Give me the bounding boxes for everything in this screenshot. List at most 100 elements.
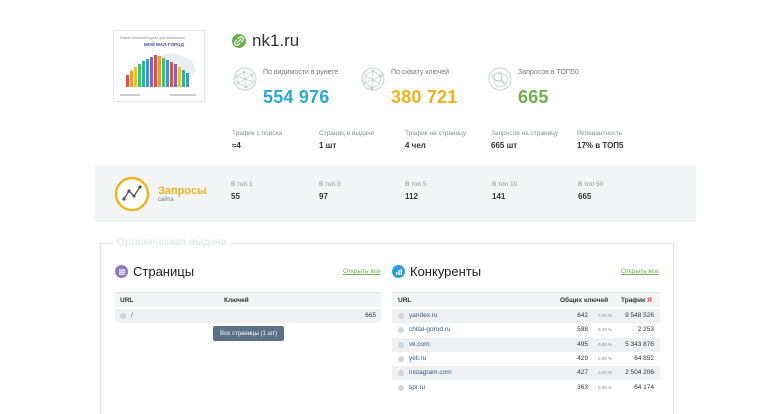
stat-value-traffic-per-page: 4 чел (405, 141, 426, 150)
competitor-keys: 598 (577, 326, 588, 334)
network-globe-icon (361, 67, 385, 91)
table-row[interactable]: vk.com 495 0.00 % 5 343 876 (392, 337, 660, 352)
stat-label-traffic-per-page: Трафик на страницу (405, 130, 467, 137)
table-row[interactable]: instagram.com 427 0.00 % 2 504 206 (392, 366, 660, 381)
competitor-traffic: 9 548 526 (625, 312, 654, 319)
organic-results-frame (100, 243, 674, 414)
queries-title: Запросы (158, 185, 207, 197)
site-name[interactable]: nk1.ru (252, 31, 300, 50)
competitor-url[interactable]: yell.ru (409, 354, 427, 362)
competitors-col-traffic[interactable]: Трафик Я (621, 297, 652, 304)
pages-show-all-link[interactable]: Открыть все (343, 268, 381, 275)
stat-label-pages-in-serp: Страниц в выдаче (319, 130, 375, 137)
competitors-header: Конкуренты (392, 264, 481, 279)
thumbnail-headline: Новый типичный портал для мобильного (120, 36, 185, 40)
pages-col-url[interactable]: URL (120, 297, 134, 304)
top3-label: В топ 3 (319, 181, 341, 188)
page-url[interactable]: / (131, 312, 133, 319)
competitors-show-all-link[interactable]: Открыть все (621, 268, 659, 275)
top50-label: В топ 50 (578, 181, 604, 188)
competitors-icon (392, 265, 405, 278)
link-icon (398, 313, 404, 319)
thumbnail-brand: МОЙ МАЛ-ГОРОД (144, 40, 185, 47)
competitors-col-traffic-label: Трафик (621, 297, 646, 304)
competitor-keys: 363 (577, 383, 588, 391)
all-pages-button[interactable]: Все страницы (1 шт) (213, 326, 284, 341)
competitor-keys-percent: 0.00 % (598, 341, 613, 347)
competitor-url[interactable]: chital-gorod.ru (409, 326, 451, 334)
competitor-url[interactable]: yandex.ru (409, 312, 438, 319)
site-thumbnail[interactable]: Новый типичный портал для мобильного МОЙ… (113, 30, 205, 102)
top10-value[interactable]: 141 (492, 192, 506, 201)
link-icon (398, 384, 404, 391)
table-row[interactable]: yell.ru 429 0.00 % 64 852 (392, 352, 660, 366)
pages-title: Страницы (133, 264, 195, 279)
top5-value[interactable]: 112 (405, 192, 418, 201)
yandex-icon: Я (647, 297, 652, 304)
metric-value: 554 976 (263, 87, 330, 107)
top50-value[interactable]: 665 (578, 192, 592, 201)
competitors-col-keys[interactable]: Общих ключей (560, 297, 609, 304)
queries-subtitle: сайта (158, 197, 174, 203)
competitor-traffic: 5 343 876 (625, 340, 654, 348)
top1-label: В топ 1 (231, 181, 253, 188)
pages-table-header: URL Ключей (115, 292, 381, 307)
search-globe-icon (488, 67, 512, 91)
competitor-keys-percent: 0.44 % (598, 327, 613, 333)
top5-label: В топ 5 (405, 181, 427, 188)
network-globe-icon (233, 67, 257, 91)
site-thumbnail-image: Новый типичный портал для мобильного МОЙ… (114, 31, 204, 101)
metric-label: По охвату ключей (391, 69, 450, 76)
competitor-keys: 495 (577, 340, 588, 348)
stat-label-relevance: Релевантность (577, 130, 623, 137)
competitor-keys-percent: 0.00 % (598, 384, 613, 390)
pages-col-keys[interactable]: Ключей (224, 297, 249, 304)
stat-value-relevance: 17% в ТОП5 (577, 141, 624, 150)
metric-value: 380 721 (391, 87, 458, 107)
table-row[interactable]: yandex.ru 642 0.00 % 9 548 526 (392, 309, 660, 323)
competitors-col-url[interactable]: URL (398, 297, 412, 304)
competitor-keys-percent: 0.00 % (598, 355, 613, 361)
table-row[interactable]: / 665 (115, 309, 381, 323)
link-icon (398, 355, 404, 362)
link-icon (120, 313, 126, 319)
metric-label: По видимости в рунете (263, 69, 339, 76)
competitors-title: Конкуренты (410, 264, 482, 279)
competitor-traffic: 2 504 206 (625, 369, 654, 377)
top10-label: В топ 10 (492, 181, 518, 188)
link-icon (398, 327, 404, 334)
stat-label-queries-per-page: Запросов на страницу (491, 130, 559, 137)
competitor-url[interactable]: spr.ru (409, 383, 426, 391)
top3-value[interactable]: 97 (319, 192, 328, 201)
metric-label: Запросов в ТОП50 (518, 69, 579, 76)
link-icon (232, 34, 246, 48)
page-keys: 665 (365, 312, 376, 319)
stat-value-pages-in-serp: 1 шт (319, 141, 337, 150)
pages-header: Страницы (115, 264, 194, 279)
queries-chart-icon (114, 176, 150, 212)
competitor-url[interactable]: vk.com (409, 340, 430, 348)
competitor-keys: 429 (577, 354, 588, 362)
metric-value: 665 (518, 87, 549, 107)
site-title-row: nk1.ru (232, 31, 299, 51)
competitor-keys-percent: 0.00 % (598, 370, 613, 376)
table-row[interactable]: chital-gorod.ru 598 0.44 % 2 253 (392, 323, 660, 337)
table-row[interactable]: spr.ru 363 0.00 % 64 174 (392, 381, 660, 395)
competitor-keys: 642 (577, 312, 588, 319)
organic-results-title: Органическая выдача (113, 237, 231, 248)
competitor-traffic: 64 852 (634, 354, 654, 362)
link-icon (398, 370, 404, 377)
competitor-traffic: 64 174 (634, 383, 654, 391)
link-icon (398, 341, 404, 348)
top1-value[interactable]: 55 (231, 192, 240, 201)
stat-label-search-traffic: Трафик с поиска (232, 130, 283, 137)
competitor-url[interactable]: instagram.com (409, 369, 452, 377)
pages-icon (115, 265, 128, 278)
competitor-keys: 427 (577, 369, 588, 377)
competitor-traffic: 2 253 (637, 326, 654, 334)
competitors-table-header: URL Общих ключей Трафик Я (392, 292, 660, 307)
stat-value-queries-per-page: 665 шт (491, 141, 518, 150)
competitor-keys-percent: 0.00 % (598, 313, 613, 318)
stat-value-search-traffic: ≈4 (232, 141, 241, 150)
queries-band: Запросы сайта В топ 1 55 В топ 3 97 В то… (95, 165, 696, 222)
